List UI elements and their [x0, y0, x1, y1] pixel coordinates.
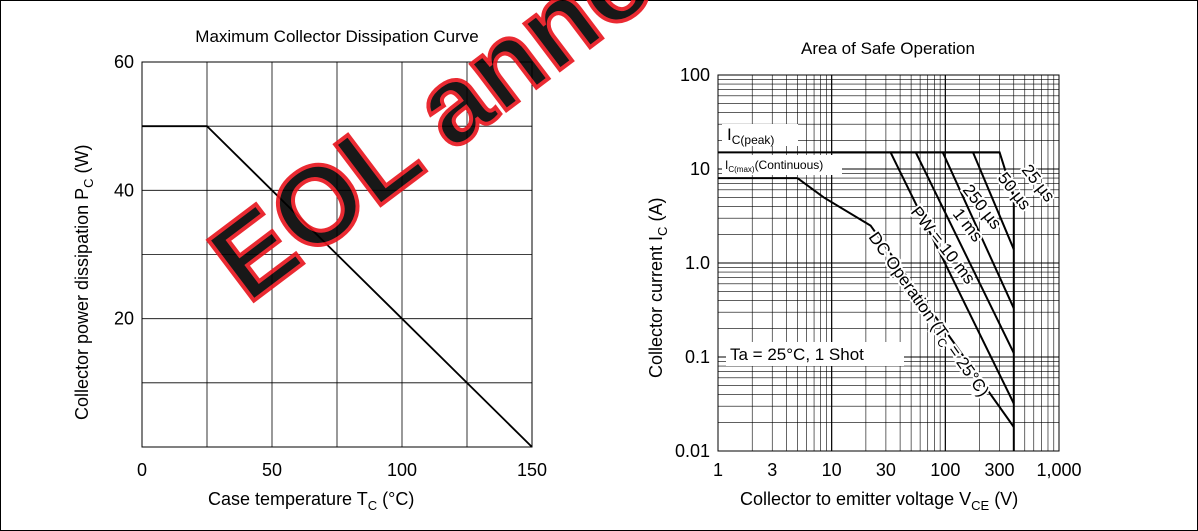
ic-max-label-bg — [722, 155, 842, 175]
dissipation-y-ticks: 20 40 60 — [114, 52, 134, 329]
dissipation-x-axis-label: Case temperature TC (°C) — [208, 489, 414, 513]
x-tick-label: 1 — [713, 460, 723, 480]
dissipation-curve-line — [142, 125, 533, 448]
soa-curve-line — [972, 152, 1015, 250]
y-tick-label: 100 — [680, 65, 710, 85]
dissipation-x-ticks: 0 50 100 150 — [137, 460, 547, 480]
safe-operation-y-ticks: 0.01 0.1 1.0 10 100 — [675, 65, 710, 461]
safe-operation-grid — [718, 75, 1059, 451]
x-tick-label: 30 — [876, 460, 896, 480]
x-tick-label: 1,000 — [1036, 460, 1081, 480]
soa-curve-line — [796, 177, 1015, 428]
x-tick-label: 0 — [137, 460, 147, 480]
soa-curve-line — [941, 151, 1015, 309]
safe-operation-curves — [718, 151, 1015, 451]
soa-curve-line — [914, 151, 1015, 354]
dissipation-chart-title: Maximum Collector Dissipation Curve — [195, 27, 478, 46]
safe-operation-plot-frame — [717, 74, 1060, 452]
x-tick-label: 3 — [767, 460, 777, 480]
x-tick-label: 300 — [985, 460, 1015, 480]
safe-operation-x-axis-label: Collector to emitter voltage VCE (V) — [740, 489, 1018, 513]
dissipation-y-axis-label: Collector power dissipation PC (W) — [72, 144, 96, 420]
soa-curve-line — [889, 151, 1015, 404]
safe-operation-chart-title: Area of Safe Operation — [801, 39, 975, 58]
dissipation-plot-frame — [141, 61, 533, 448]
conditions-label-bg — [726, 342, 904, 366]
ic-peak-label-bg — [722, 124, 798, 146]
safe-operation-x-ticks: 1 3 10 30 100 300 1,000 — [713, 460, 1082, 480]
y-tick-label: 0.01 — [675, 441, 710, 461]
x-tick-label: 150 — [517, 460, 547, 480]
ic-peak-label: IC(peak) — [727, 125, 774, 147]
safe-operation-y-axis-label: Collector current IC (A) — [646, 198, 670, 378]
y-tick-label: 60 — [114, 52, 134, 72]
conditions-label: Ta = 25°C, 1 Shot — [730, 345, 864, 364]
x-tick-label: 100 — [930, 460, 960, 480]
y-tick-label: 10 — [690, 159, 710, 179]
dissipation-chart: Maximum Collector Dissipation Curve 0 50 1… — [72, 27, 547, 513]
x-tick-label: 50 — [262, 460, 282, 480]
x-tick-label: 10 — [822, 460, 842, 480]
y-tick-label: 20 — [114, 309, 134, 329]
ic-max-label: IC(max)(Continuous) — [725, 158, 823, 174]
y-tick-label: 1.0 — [685, 253, 710, 273]
x-tick-label: 100 — [387, 460, 417, 480]
y-tick-label: 40 — [114, 180, 134, 200]
y-tick-label: 0.1 — [685, 347, 710, 367]
